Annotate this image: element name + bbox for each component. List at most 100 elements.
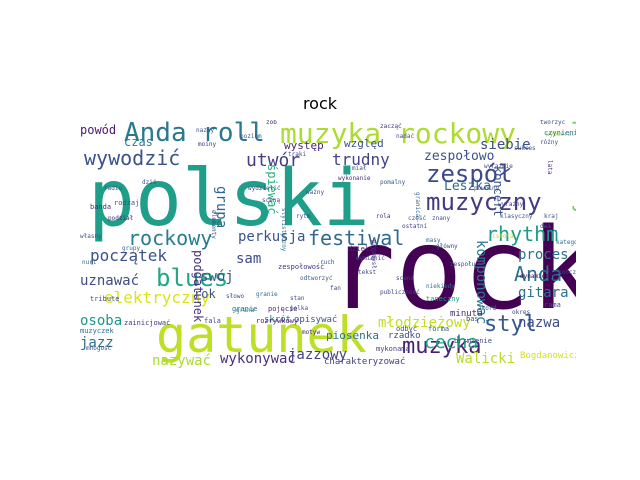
cloud-word: motyw — [302, 329, 321, 336]
word-cloud: polski rock gatunek muzyka rockowy Anda roll… — [80, 120, 576, 368]
cloud-word: grupy — [122, 245, 141, 252]
cloud-word: fala — [204, 317, 221, 325]
cloud-word: zespołu — [450, 261, 476, 268]
cloud-word: ważny — [306, 189, 325, 196]
cloud-word: swój — [200, 269, 234, 285]
cloud-word: nurt — [82, 259, 97, 266]
cloud-word: powolny — [474, 185, 500, 192]
cloud-word: zespół — [426, 160, 513, 188]
cloud-word: rhythm — [486, 222, 559, 246]
cloud-word: Bogdanowicz — [520, 351, 576, 361]
figure-title: rock — [302, 94, 338, 113]
cloud-word: mykonama — [376, 345, 410, 353]
cloud-word: polka — [290, 305, 309, 312]
cloud-word: dynamiczny — [520, 273, 557, 280]
cloud-word: trudny — [332, 150, 390, 169]
cloud-word: początek — [90, 246, 168, 265]
cloud-word: pomalny — [380, 179, 406, 186]
cloud-word: tworzyć — [540, 120, 566, 126]
cloud-word: muzyka rockowy — [280, 120, 517, 150]
cloud-word: względ — [344, 137, 384, 150]
cloud-word: masy — [426, 237, 441, 244]
cloud-word: piosenka — [326, 329, 379, 342]
cloud-word: scena — [396, 275, 415, 282]
cloud-word: mnogość — [86, 345, 112, 352]
cloud-word: proces — [518, 247, 569, 263]
cloud-word: różny — [540, 139, 559, 146]
cloud-word: zespołowo — [424, 149, 495, 164]
cloud-word: część — [408, 215, 427, 222]
cloud-word: czynienie — [544, 129, 576, 137]
cloud-word: cecha — [424, 332, 479, 353]
cloud-word: moiny — [198, 141, 217, 148]
cloud-word: muzyczek — [80, 327, 114, 335]
cloud-word: czas — [124, 135, 153, 149]
cloud-word: główny — [436, 243, 458, 250]
cloud-word: niekiedy — [426, 283, 455, 290]
cloud-word: rockowy — [128, 226, 213, 250]
cloud-word: sam — [236, 251, 262, 267]
cloud-word: utwór — [246, 150, 301, 171]
cloud-word: nazywać — [152, 353, 212, 368]
cloud-word: banda — [90, 203, 112, 211]
cloud-word: znany — [432, 215, 451, 222]
cloud-word: styl — [484, 312, 537, 337]
cloud-word: nazwa — [518, 315, 561, 331]
cloud-word: granie — [256, 291, 278, 298]
cloud-word: rama — [544, 301, 561, 309]
cloud-word: wybierać — [546, 131, 575, 138]
cloud-word: polski — [88, 154, 370, 244]
cloud-word: rola — [376, 213, 391, 220]
cloud-word: powód — [80, 123, 117, 137]
cloud-word: Anda roll — [124, 120, 265, 148]
cloud-word: słowo — [226, 293, 245, 300]
cloud-word: zainicjować — [124, 319, 171, 327]
cloud-word: gitara — [518, 285, 569, 301]
cloud-word: jazzowy — [288, 347, 348, 363]
cloud-word: radio — [104, 185, 123, 192]
cloud-word: Leszka — [444, 179, 491, 194]
cloud-word: miał — [352, 165, 367, 172]
cloud-word: fan — [330, 285, 341, 292]
cloud-word: akord — [478, 305, 497, 312]
cloud-word: sukces — [514, 145, 536, 152]
cloud-word: nazwy — [196, 127, 215, 134]
cloud-word: wykonywać — [220, 351, 296, 367]
cloud-word: wyraźnie — [484, 163, 513, 170]
cloud-word: elektryczny — [104, 288, 210, 307]
cloud-word: minuta — [450, 309, 483, 319]
cloud-word: rytm — [296, 213, 311, 220]
cloud-word: traki — [288, 151, 307, 158]
cloud-word: wymienić — [356, 255, 385, 262]
cloud-word: dzielić — [348, 245, 378, 253]
cloud-word: forma — [428, 325, 450, 333]
cloud-word: podział — [108, 215, 134, 222]
cloud-word: osoba — [80, 313, 123, 329]
cloud-word: rodzaj — [114, 199, 140, 207]
cloud-word: klasyczny — [500, 213, 533, 220]
cloud-word: wyraźny — [498, 201, 524, 208]
cloud-word: odtworzyć — [300, 275, 333, 282]
cloud-word: brzmienie — [454, 337, 492, 345]
cloud-word: publiczność — [380, 289, 420, 296]
cloud-word: wydzielić — [248, 185, 281, 192]
cloud-word: rozrywkowy — [256, 317, 299, 325]
cloud-word: siebie — [480, 137, 531, 153]
cloud-word: elementy — [210, 210, 217, 239]
cloud-word: tribute — [90, 295, 120, 303]
cloud-word: stan — [290, 295, 305, 302]
cloud-word: blues — [156, 264, 229, 292]
cloud-word: nadać — [396, 133, 415, 140]
cloud-word: tekst — [358, 269, 377, 276]
cloud-word: występ — [284, 139, 324, 152]
cloud-word: kraj — [544, 213, 559, 220]
cloud-word: bas — [466, 315, 479, 323]
cloud-word: Anda — [514, 262, 563, 286]
cloud-word: uznawać — [80, 273, 140, 289]
cloud-word: rzadko — [388, 331, 421, 341]
cloud-word: granica — [414, 192, 421, 218]
cloud-word: własny — [80, 233, 102, 240]
cloud-word: jazz — [80, 335, 114, 351]
cloud-word: pojęcie — [268, 305, 298, 313]
